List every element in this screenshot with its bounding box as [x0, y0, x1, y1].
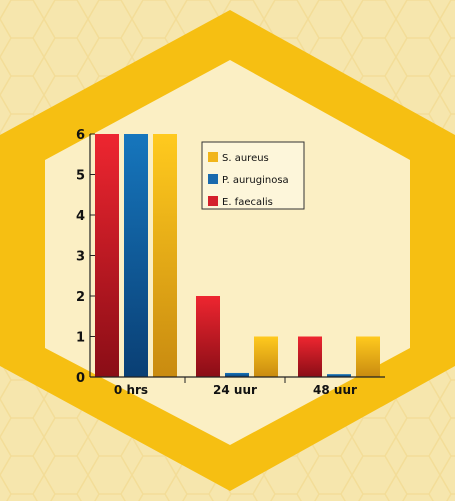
- y-tick-label-2: 2: [76, 290, 85, 305]
- legend-swatch-e-faecalis: [208, 196, 218, 206]
- y-tick-label-3: 3: [76, 250, 85, 265]
- x-tick-label-24-uur: 24 uur: [213, 383, 257, 397]
- bar-e-faecalis-48-uur: [298, 336, 322, 377]
- x-tick-label-48-uur: 48 uur: [313, 383, 357, 397]
- bar-p-auruginosa-48-uur: [327, 374, 351, 377]
- bar-s-aureus-24-uur: [254, 336, 278, 377]
- y-tick-label-6: 6: [76, 128, 85, 143]
- bar-s-aureus-48-uur: [356, 336, 380, 377]
- bar-p-auruginosa-0-hrs: [124, 134, 148, 377]
- bar-e-faecalis-0-hrs: [95, 134, 119, 377]
- y-tick-label-5: 5: [76, 169, 85, 184]
- legend-label-s-aureus: S. aureus: [222, 153, 269, 164]
- bar-e-faecalis-24-uur: [196, 296, 220, 377]
- y-tick-label-1: 1: [76, 331, 85, 346]
- legend-label-p-auruginosa: P. auruginosa: [222, 175, 289, 186]
- y-tick-label-4: 4: [76, 209, 85, 224]
- x-tick-label-0-hrs: 0 hrs: [114, 383, 148, 397]
- y-tick-label-0: 0: [76, 371, 85, 386]
- legend-swatch-s-aureus: [208, 152, 218, 162]
- legend-box: [201, 141, 305, 210]
- bars-layer: [95, 134, 380, 377]
- bar-p-auruginosa-24-uur: [225, 372, 249, 377]
- legend-swatch-p-auruginosa: [208, 174, 218, 184]
- legend-label-e-faecalis: E. faecalis: [222, 197, 273, 208]
- axes-layer: 0 1 2 3 4 5 6 0 hrs 24 uur 48 uur: [76, 128, 385, 397]
- bar-s-aureus-0-hrs: [153, 134, 177, 377]
- legend: S. aureus P. auruginosa E. faecalis: [201, 141, 305, 210]
